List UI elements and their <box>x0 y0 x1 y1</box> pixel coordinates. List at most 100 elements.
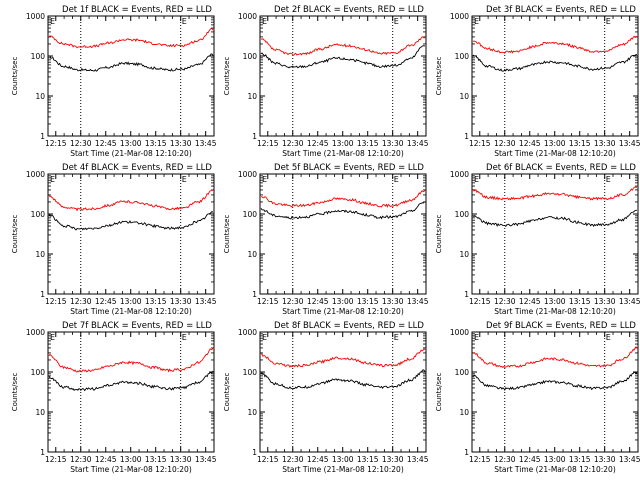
chart-title: Det 5f BLACK = Events, RED = LLD <box>274 163 424 173</box>
x-tick-label: 13:45 <box>195 139 217 148</box>
y-tick-label: 1 <box>252 448 257 457</box>
x-tick-label: 12:30 <box>282 139 304 148</box>
y-tick-label: 1 <box>40 448 45 457</box>
y-tick-label: 100 <box>243 368 258 377</box>
x-tick-label: 13:15 <box>569 297 591 306</box>
y-tick-label: 10 <box>459 250 469 259</box>
x-tick-label: 13:00 <box>120 139 142 148</box>
chart-panel: Det 1f BLACK = Events, RED = LLD 1 10 100 10… <box>11 5 217 158</box>
y-axis-label: Counts/sec <box>435 57 443 96</box>
x-tick-label: 13:45 <box>619 297 640 306</box>
x-tick-label: 13:45 <box>195 297 217 306</box>
marker-flag-label: E <box>606 333 611 342</box>
y-tick-label: 1000 <box>26 328 45 337</box>
x-tick-label: 13:30 <box>170 297 192 306</box>
x-tick-label: 12:15 <box>257 139 279 148</box>
marker-flag-label: E <box>50 17 55 26</box>
y-tick-label: 1000 <box>450 170 469 179</box>
marker-flag-label: E <box>474 175 479 184</box>
marker-flag-label: E <box>394 17 399 26</box>
x-tick-label: 13:30 <box>594 455 616 464</box>
x-axis-label: Start Time (21-Mar-08 12:10:20) <box>282 465 404 474</box>
y-tick-label: 1 <box>40 290 45 299</box>
y-tick-label: 100 <box>31 368 46 377</box>
x-axis-label: Start Time (21-Mar-08 12:10:20) <box>494 465 616 474</box>
x-tick-label: 12:45 <box>95 139 117 148</box>
x-tick-label: 13:00 <box>120 455 142 464</box>
y-tick-label: 1 <box>464 448 469 457</box>
series-line-lld <box>472 186 638 201</box>
x-tick-label: 13:00 <box>544 455 566 464</box>
series-line-lld <box>261 347 426 368</box>
series-line-lld <box>48 27 214 49</box>
x-tick-label: 13:30 <box>382 139 404 148</box>
series-line-events <box>49 53 214 72</box>
x-tick-label: 13:00 <box>332 297 354 306</box>
x-tick-label: 12:30 <box>494 455 516 464</box>
y-tick-label: 10 <box>247 408 257 417</box>
y-tick-label: 10 <box>459 92 469 101</box>
x-tick-label: 12:15 <box>469 297 491 306</box>
series-line-events <box>472 53 638 72</box>
series-line-events <box>49 210 214 231</box>
x-tick-label: 12:15 <box>45 455 67 464</box>
x-tick-label: 13:15 <box>145 139 167 148</box>
x-tick-label: 12:15 <box>45 139 67 148</box>
x-tick-label: 13:15 <box>357 297 379 306</box>
chart-panel: Det 4f BLACK = Events, RED = LLD 1 10 100 10… <box>11 163 217 316</box>
x-tick-label: 12:45 <box>307 139 329 148</box>
x-tick-label: 12:30 <box>282 455 304 464</box>
x-tick-label: 12:15 <box>469 455 491 464</box>
x-tick-label: 13:30 <box>382 297 404 306</box>
y-tick-label: 10 <box>35 250 45 259</box>
x-tick-label: 13:45 <box>407 455 429 464</box>
x-tick-label: 13:30 <box>170 139 192 148</box>
chart-title: Det 2f BLACK = Events, RED = LLD <box>274 5 424 15</box>
chart-title: Det 9f BLACK = Events, RED = LLD <box>486 321 636 331</box>
x-tick-label: 12:45 <box>307 455 329 464</box>
y-tick-label: 10 <box>35 408 45 417</box>
x-tick-label: 13:30 <box>594 297 616 306</box>
x-tick-label: 12:45 <box>307 297 329 306</box>
marker-flag-label: E <box>182 175 187 184</box>
y-tick-label: 100 <box>243 210 258 219</box>
y-tick-label: 100 <box>31 52 46 61</box>
y-axis-label: Counts/sec <box>223 373 231 412</box>
x-tick-label: 12:45 <box>519 455 541 464</box>
y-axis-label: Counts/sec <box>11 57 19 96</box>
chart-panel: Det 3f BLACK = Events, RED = LLD 1 10 100 10… <box>435 5 640 158</box>
series-line-lld <box>260 36 426 56</box>
x-tick-label: 13:00 <box>544 297 566 306</box>
marker-flag-label: E <box>262 17 267 26</box>
x-axis-label: Start Time (21-Mar-08 12:10:20) <box>494 149 616 158</box>
y-tick-label: 100 <box>455 52 470 61</box>
marker-flag-label: E <box>474 17 479 26</box>
y-tick-label: 1000 <box>450 12 469 21</box>
x-tick-label: 13:45 <box>619 455 640 464</box>
y-tick-label: 100 <box>455 368 470 377</box>
x-tick-label: 13:30 <box>594 139 616 148</box>
marker-flag-label: E <box>394 175 399 184</box>
x-tick-label: 12:45 <box>519 297 541 306</box>
chart-title: Det 3f BLACK = Events, RED = LLD <box>486 5 636 15</box>
series-line-events <box>260 369 426 390</box>
y-axis-label: Counts/sec <box>11 373 19 412</box>
marker-flag-label: E <box>394 333 399 342</box>
x-axis-label: Start Time (21-Mar-08 12:10:20) <box>282 307 404 316</box>
x-tick-label: 13:45 <box>407 139 429 148</box>
x-tick-label: 13:30 <box>170 455 192 464</box>
x-axis-label: Start Time (21-Mar-08 12:10:20) <box>70 149 192 158</box>
marker-flag-label: E <box>262 175 267 184</box>
x-tick-label: 13:00 <box>120 297 142 306</box>
x-tick-label: 13:15 <box>357 139 379 148</box>
x-tick-label: 12:15 <box>45 297 67 306</box>
x-tick-label: 12:30 <box>70 297 92 306</box>
marker-flag-label: E <box>606 17 611 26</box>
y-tick-label: 1000 <box>238 170 257 179</box>
series-line-lld <box>48 347 214 373</box>
x-tick-label: 12:30 <box>494 139 516 148</box>
y-tick-label: 1 <box>252 290 257 299</box>
y-tick-label: 100 <box>455 210 470 219</box>
y-tick-label: 1 <box>252 132 257 141</box>
